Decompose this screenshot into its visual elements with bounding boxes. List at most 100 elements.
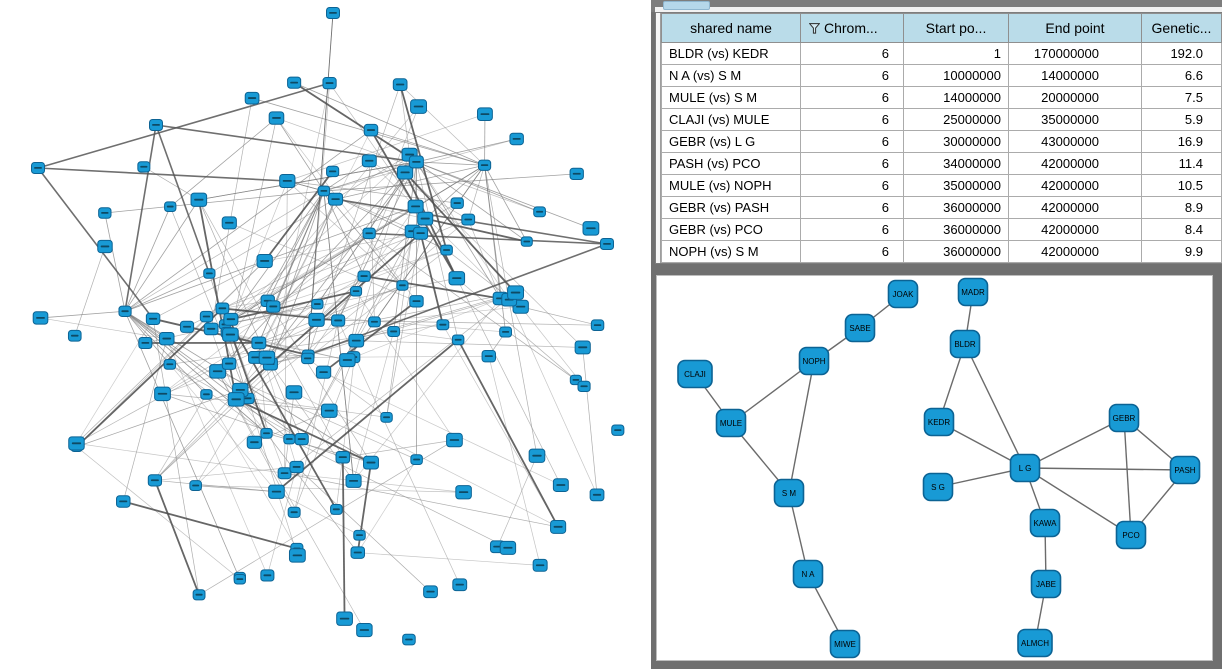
overview-node[interactable] <box>223 312 239 326</box>
table-cell[interactable]: 7.5 <box>1141 86 1222 109</box>
table-cell[interactable]: 42000000 <box>1008 240 1142 263</box>
overview-node[interactable] <box>233 573 246 585</box>
session-edge-NOPH-SM[interactable] <box>788 360 815 494</box>
overview-node[interactable] <box>322 77 337 90</box>
table-cell[interactable]: 34000000 <box>903 152 1009 175</box>
session-node-PCO[interactable]: PCO <box>1115 520 1147 550</box>
table-cell[interactable]: MULE (vs) S M <box>661 86 801 109</box>
session-node-SABE[interactable]: SABE <box>844 313 876 343</box>
table-cell[interactable]: 42000000 <box>1008 152 1142 175</box>
overview-node[interactable] <box>258 350 276 365</box>
overview-node[interactable] <box>345 474 362 488</box>
overview-node[interactable] <box>413 226 429 240</box>
session-edge-BLDR-LG[interactable] <box>964 343 1026 469</box>
session-node-PASH[interactable]: PASH <box>1169 455 1201 485</box>
overview-node[interactable] <box>199 310 214 323</box>
session-edge-LG-PCO[interactable] <box>1024 467 1132 536</box>
overview-node[interactable] <box>499 326 513 338</box>
overview-node[interactable] <box>396 280 409 291</box>
session-node-MADR[interactable]: MADR <box>957 277 989 307</box>
overview-node[interactable] <box>256 254 273 269</box>
table-row[interactable]: BLDR (vs) KEDR 6 1 170000000 192.0 <box>661 42 1222 65</box>
overview-node[interactable] <box>339 353 356 368</box>
overview-node[interactable] <box>268 484 285 499</box>
overview-node[interactable] <box>509 132 524 146</box>
overview-node[interactable] <box>145 312 161 326</box>
overview-node[interactable] <box>98 207 112 219</box>
overview-node[interactable] <box>350 286 363 297</box>
session-node-MULE[interactable]: MULE <box>715 408 747 438</box>
overview-node[interactable] <box>532 558 548 572</box>
session-node-LG[interactable]: L G <box>1009 453 1041 483</box>
table-cell[interactable]: 6 <box>800 218 904 241</box>
table-cell[interactable]: 42000000 <box>1008 218 1142 241</box>
overview-node[interactable] <box>200 389 213 400</box>
table-cell[interactable]: 43000000 <box>1008 130 1142 153</box>
overview-node[interactable] <box>569 167 584 181</box>
overview-node[interactable] <box>294 433 309 446</box>
table-cell[interactable]: 5.9 <box>1141 108 1222 131</box>
overview-node[interactable] <box>409 295 424 308</box>
table-cell[interactable]: PASH (vs) PCO <box>661 152 801 175</box>
session-node-GEBR[interactable]: GEBR <box>1108 403 1140 433</box>
table-cell[interactable]: 35000000 <box>903 174 1009 197</box>
overview-node[interactable] <box>268 111 285 125</box>
overview-node[interactable] <box>311 298 324 310</box>
table-cell[interactable]: 6 <box>800 108 904 131</box>
overview-node[interactable] <box>189 480 202 492</box>
column-header-2[interactable]: Start po... <box>903 13 1009 43</box>
overview-node[interactable] <box>116 495 131 508</box>
table-cell[interactable]: 35000000 <box>1008 108 1142 131</box>
overview-node[interactable] <box>67 329 82 342</box>
table-cell[interactable]: 192.0 <box>1141 42 1222 65</box>
filter-funnel-icon[interactable] <box>808 23 821 34</box>
overview-node[interactable] <box>451 334 465 346</box>
overview-node[interactable] <box>448 271 466 286</box>
table-cell[interactable]: 36000000 <box>903 218 1009 241</box>
table-cell[interactable]: BLDR (vs) KEDR <box>661 42 801 65</box>
column-header-4[interactable]: Genetic... <box>1141 13 1222 43</box>
overview-node[interactable] <box>336 611 353 626</box>
overview-node[interactable] <box>436 319 450 331</box>
overview-node[interactable] <box>353 529 366 541</box>
overview-node[interactable] <box>363 455 379 470</box>
overview-node[interactable] <box>357 270 371 282</box>
table-cell[interactable]: 14000000 <box>903 86 1009 109</box>
overview-node[interactable] <box>550 519 567 534</box>
session-edge-GEBR-PCO[interactable] <box>1123 417 1132 536</box>
overview-node[interactable] <box>450 197 464 209</box>
overview-node[interactable] <box>392 78 408 91</box>
overview-node[interactable] <box>477 107 493 122</box>
overview-node[interactable] <box>289 460 304 474</box>
table-cell[interactable]: 6 <box>800 64 904 87</box>
session-node-JOAK[interactable]: JOAK <box>887 279 919 309</box>
overview-node[interactable] <box>31 161 45 175</box>
session-edge-LG-GEBR[interactable] <box>1024 417 1125 469</box>
table-row[interactable]: GEBR (vs) PASH 6 36000000 42000000 8.9 <box>661 196 1222 219</box>
table-cell[interactable]: N A (vs) S M <box>661 64 801 87</box>
session-node-BLDR[interactable]: BLDR <box>949 329 981 359</box>
overview-node[interactable] <box>149 118 163 132</box>
table-cell[interactable]: MULE (vs) NOPH <box>661 174 801 197</box>
overview-node[interactable] <box>363 123 379 137</box>
overview-node[interactable] <box>97 239 113 254</box>
overview-node[interactable] <box>222 327 239 342</box>
overview-node[interactable] <box>301 352 315 365</box>
overview-node[interactable] <box>499 540 517 555</box>
overview-node[interactable] <box>138 336 153 350</box>
overview-node[interactable] <box>408 155 424 169</box>
table-row[interactable]: NOPH (vs) S M 6 36000000 42000000 9.9 <box>661 240 1222 263</box>
overview-node[interactable] <box>361 154 377 168</box>
overview-node[interactable] <box>335 450 351 464</box>
table-row[interactable]: GEBR (vs) L G 6 30000000 43000000 16.9 <box>661 130 1222 153</box>
column-header-1[interactable]: Chrom... <box>800 13 904 43</box>
overview-node[interactable] <box>192 589 206 601</box>
overview-node[interactable] <box>350 546 365 559</box>
overview-node[interactable] <box>118 305 132 317</box>
overview-node[interactable] <box>68 436 85 451</box>
overview-node[interactable] <box>520 236 533 247</box>
overview-node[interactable] <box>287 506 301 518</box>
overview-node[interactable] <box>147 474 163 487</box>
table-cell[interactable]: 20000000 <box>1008 86 1142 109</box>
overview-node[interactable] <box>260 569 275 582</box>
